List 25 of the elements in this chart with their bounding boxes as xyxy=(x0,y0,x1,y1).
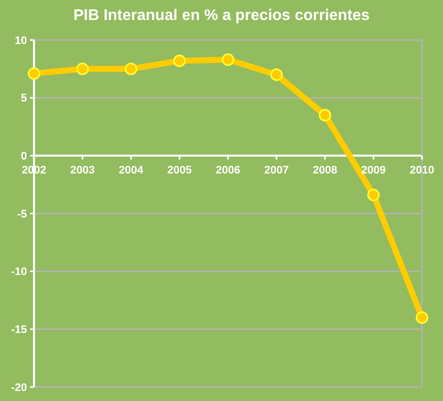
x-tick-label: 2006 xyxy=(216,164,240,177)
y-tick-label: -5 xyxy=(17,208,27,220)
x-tick-label: 2007 xyxy=(264,164,289,177)
point xyxy=(416,311,428,324)
x-tick-label: 2008 xyxy=(312,164,338,177)
point xyxy=(76,62,89,76)
point xyxy=(124,62,138,76)
x-tick-label: 2005 xyxy=(167,164,192,177)
y-tick-label: 10 xyxy=(14,34,27,47)
point xyxy=(222,53,234,66)
y-tick-label: -10 xyxy=(11,266,27,278)
y-tick-label: -20 xyxy=(11,382,27,394)
y-tick-label: 5 xyxy=(20,92,27,105)
point xyxy=(173,54,186,68)
x-tick-label: 2004 xyxy=(118,164,144,177)
chart-title: PIB Interanual en % a precios corrientes xyxy=(72,6,371,26)
point xyxy=(367,188,380,202)
x-tick-label: 2009 xyxy=(361,164,386,177)
point xyxy=(28,67,40,80)
y-tick-label: -15 xyxy=(11,324,27,336)
y-tick-label: 0 xyxy=(20,150,27,163)
x-tick-label: 2010 xyxy=(410,164,434,177)
point xyxy=(318,108,332,122)
x-tick-label: 2003 xyxy=(70,164,95,177)
point xyxy=(270,68,283,81)
